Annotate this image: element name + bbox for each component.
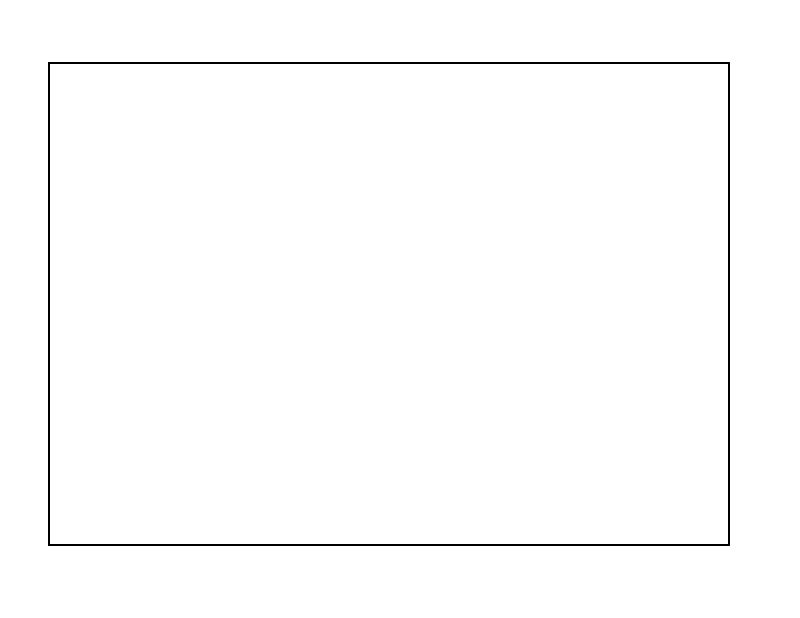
weather-map-plot [48,62,730,546]
map-canvas [50,64,728,544]
contour-map-svg [50,64,728,544]
